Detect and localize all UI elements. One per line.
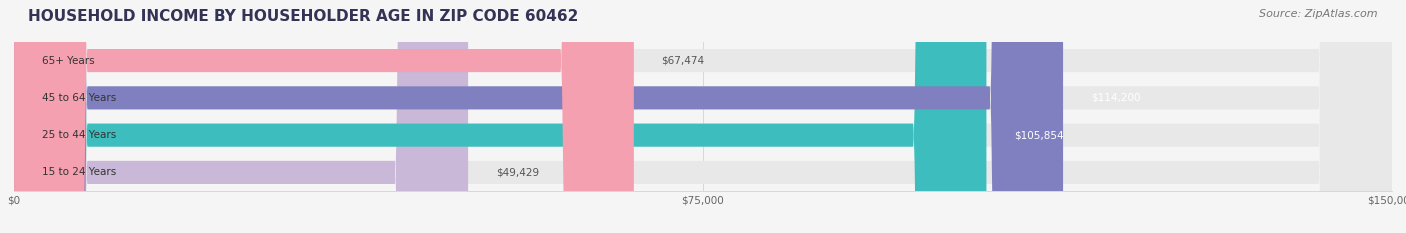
FancyBboxPatch shape [14, 0, 468, 233]
Text: $49,429: $49,429 [496, 168, 538, 177]
Text: $105,854: $105,854 [1014, 130, 1063, 140]
Text: HOUSEHOLD INCOME BY HOUSEHOLDER AGE IN ZIP CODE 60462: HOUSEHOLD INCOME BY HOUSEHOLDER AGE IN Z… [28, 9, 578, 24]
FancyBboxPatch shape [14, 0, 1392, 233]
FancyBboxPatch shape [14, 0, 1392, 233]
FancyBboxPatch shape [14, 0, 1063, 233]
Text: 65+ Years: 65+ Years [42, 56, 94, 65]
FancyBboxPatch shape [14, 0, 1392, 233]
Text: $67,474: $67,474 [661, 56, 704, 65]
FancyBboxPatch shape [14, 0, 987, 233]
Text: $114,200: $114,200 [1091, 93, 1140, 103]
Text: 45 to 64 Years: 45 to 64 Years [42, 93, 115, 103]
Text: Source: ZipAtlas.com: Source: ZipAtlas.com [1260, 9, 1378, 19]
FancyBboxPatch shape [14, 0, 634, 233]
Text: 15 to 24 Years: 15 to 24 Years [42, 168, 115, 177]
Text: 25 to 44 Years: 25 to 44 Years [42, 130, 115, 140]
FancyBboxPatch shape [14, 0, 1392, 233]
